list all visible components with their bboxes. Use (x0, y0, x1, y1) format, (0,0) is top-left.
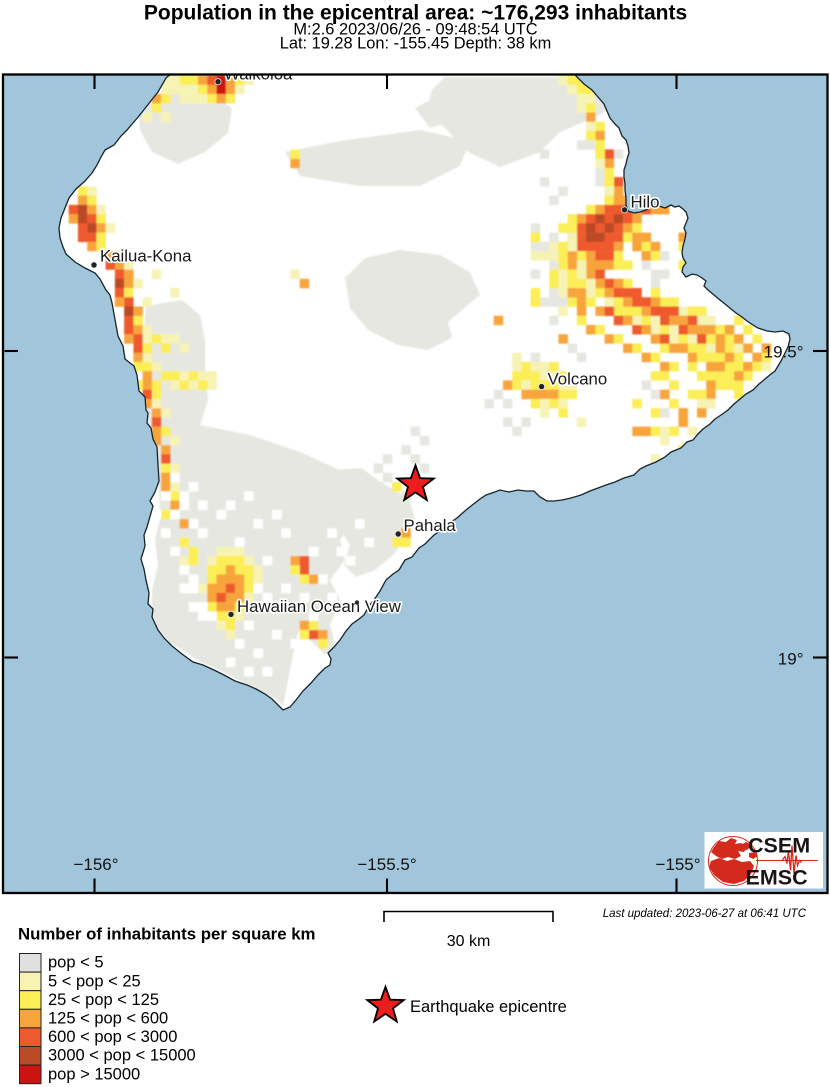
svg-text:CSEM: CSEM (748, 834, 810, 858)
svg-text:600 < pop < 3000: 600 < pop < 3000 (48, 1028, 177, 1046)
svg-text:Waikoloa: Waikoloa (224, 65, 293, 84)
svg-text:Hilo: Hilo (631, 193, 660, 212)
svg-text:Number of inhabitants per squa: Number of inhabitants per square km (18, 925, 315, 944)
svg-text:19°: 19° (778, 650, 804, 669)
svg-text:Population in the epicentral a: Population in the epicentral area: ~176,… (144, 2, 687, 25)
svg-text:Pahala: Pahala (404, 516, 457, 535)
svg-text:pop > 15000: pop > 15000 (48, 1065, 140, 1083)
svg-text:Hawaiian Ocean View: Hawaiian Ocean View (237, 597, 402, 616)
svg-text:−155°: −155° (655, 855, 700, 874)
svg-text:M:2.6 2023/06/26 - 09:48:54 UT: M:2.6 2023/06/26 - 09:48:54 UTC (293, 21, 537, 39)
svg-text:19.5°: 19.5° (764, 343, 804, 362)
svg-text:3000 < pop < 15000: 3000 < pop < 15000 (48, 1047, 196, 1065)
svg-text:125 < pop < 600: 125 < pop < 600 (48, 1010, 168, 1028)
svg-text:25 < pop < 125: 25 < pop < 125 (48, 991, 159, 1009)
svg-text:Last updated: 2023-06-27 at 06: Last updated: 2023-06-27 at 06:41 UTC (603, 908, 807, 920)
svg-text:Kailua-Kona: Kailua-Kona (100, 247, 192, 266)
svg-text:−156°: −156° (73, 855, 118, 874)
svg-text:EMSC: EMSC (746, 866, 808, 890)
svg-text:Earthquake epicentre: Earthquake epicentre (410, 998, 567, 1016)
svg-text:pop < 5: pop < 5 (48, 954, 104, 972)
svg-text:−155.5°: −155.5° (357, 855, 416, 874)
svg-text:Lat: 19.28 Lon: -155.45 Depth:: Lat: 19.28 Lon: -155.45 Depth: 38 km (280, 35, 552, 53)
svg-text:30 km: 30 km (447, 933, 491, 950)
svg-text:Volcano: Volcano (548, 370, 608, 389)
svg-text:5 < pop < 25: 5 < pop < 25 (48, 972, 141, 990)
